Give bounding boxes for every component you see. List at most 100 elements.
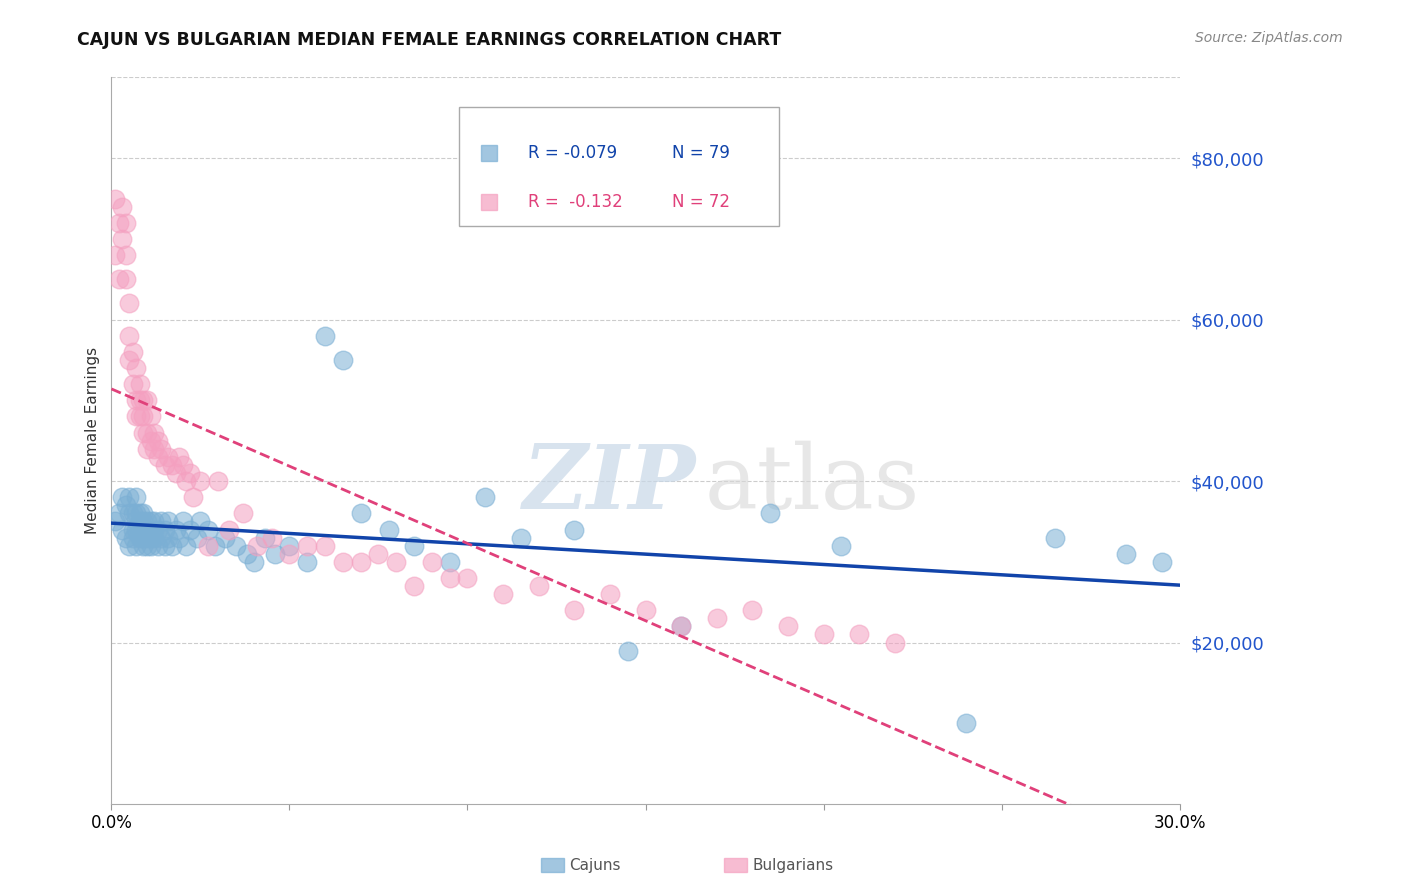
Point <box>132 507 155 521</box>
Point <box>114 248 136 262</box>
Point <box>616 643 638 657</box>
Point <box>139 409 162 424</box>
Point <box>153 458 176 472</box>
Point <box>197 523 219 537</box>
Point <box>385 555 408 569</box>
Point <box>830 539 852 553</box>
Point <box>456 571 478 585</box>
Point <box>439 555 461 569</box>
Point <box>634 603 657 617</box>
Point <box>125 393 148 408</box>
Bar <box>481 194 498 211</box>
Point <box>350 507 373 521</box>
Point <box>139 434 162 448</box>
Point <box>146 539 169 553</box>
Point <box>402 579 425 593</box>
Point <box>253 531 276 545</box>
Point <box>225 539 247 553</box>
Point <box>1115 547 1137 561</box>
Point <box>776 619 799 633</box>
Point <box>125 490 148 504</box>
Point <box>402 539 425 553</box>
Point <box>204 539 226 553</box>
Point <box>136 442 159 456</box>
Point <box>197 539 219 553</box>
Point <box>562 603 585 617</box>
Point <box>132 515 155 529</box>
Point <box>157 450 180 464</box>
Point <box>150 515 173 529</box>
Point <box>181 490 204 504</box>
Point <box>121 531 143 545</box>
Y-axis label: Median Female Earnings: Median Female Earnings <box>86 347 100 534</box>
Point <box>136 523 159 537</box>
Point <box>104 192 127 206</box>
Point <box>314 539 336 553</box>
Point <box>128 523 150 537</box>
Point <box>174 474 197 488</box>
Point <box>759 507 782 521</box>
Point <box>179 466 201 480</box>
Point <box>146 450 169 464</box>
Point <box>207 474 229 488</box>
Bar <box>481 145 498 161</box>
Point <box>492 587 515 601</box>
Point <box>118 507 141 521</box>
Point <box>1150 555 1173 569</box>
Point <box>132 393 155 408</box>
Point <box>1043 531 1066 545</box>
Point <box>235 547 257 561</box>
Text: Source: ZipAtlas.com: Source: ZipAtlas.com <box>1195 31 1343 45</box>
Point <box>114 531 136 545</box>
Point <box>278 539 301 553</box>
Point <box>190 515 212 529</box>
Point <box>125 361 148 376</box>
Point <box>367 547 389 561</box>
Point <box>420 555 443 569</box>
Point <box>132 409 155 424</box>
Point <box>107 272 129 286</box>
Point <box>118 328 141 343</box>
Point <box>243 555 266 569</box>
Point <box>883 635 905 649</box>
Point <box>146 523 169 537</box>
Text: atlas: atlas <box>704 441 920 528</box>
Point <box>143 442 166 456</box>
Point <box>111 232 134 246</box>
Point <box>128 393 150 408</box>
Point <box>174 539 197 553</box>
Point <box>172 458 194 472</box>
Point <box>114 216 136 230</box>
Point <box>136 393 159 408</box>
Point <box>179 523 201 537</box>
Point <box>128 377 150 392</box>
Point <box>562 523 585 537</box>
Point <box>509 531 531 545</box>
Point <box>104 248 127 262</box>
Point <box>278 547 301 561</box>
Point <box>150 442 173 456</box>
Point <box>439 571 461 585</box>
Point <box>139 531 162 545</box>
Point <box>114 498 136 512</box>
Point <box>139 515 162 529</box>
Point <box>167 531 190 545</box>
Point <box>118 296 141 310</box>
Point <box>260 531 283 545</box>
Point <box>669 619 692 633</box>
Point <box>314 328 336 343</box>
Point <box>118 539 141 553</box>
Point <box>107 507 129 521</box>
Point <box>297 539 319 553</box>
FancyBboxPatch shape <box>458 106 779 227</box>
Point <box>132 425 155 440</box>
Point <box>157 531 180 545</box>
Point <box>139 539 162 553</box>
Text: N = 72: N = 72 <box>672 194 730 211</box>
Text: Bulgarians: Bulgarians <box>752 858 834 872</box>
Point <box>114 272 136 286</box>
Point <box>128 507 150 521</box>
Point <box>474 490 496 504</box>
Point <box>160 458 183 472</box>
Text: ZIP: ZIP <box>523 441 696 527</box>
